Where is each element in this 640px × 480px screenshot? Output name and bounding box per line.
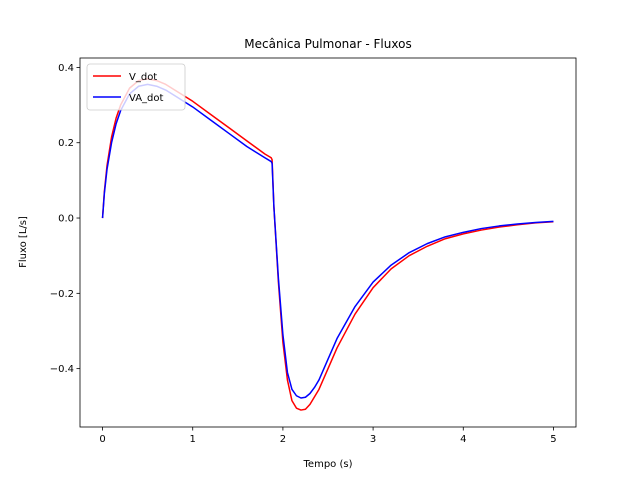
y-axis-label: Fluxo [L/s] (18, 216, 29, 268)
axes-frame (79, 57, 577, 428)
x-tick-label: 3 (370, 434, 376, 445)
chart-title: Mecânica Pulmonar - Fluxos (244, 37, 411, 51)
legend-label: V_dot (129, 72, 157, 83)
y-tick-label: 0.0 (58, 214, 74, 225)
x-axis-label: Tempo (s) (303, 459, 353, 470)
x-tick-label: 0 (99, 434, 105, 445)
x-tick-label: 1 (190, 434, 196, 445)
y-tick-label: 0.2 (58, 138, 74, 149)
y-tick-label: −0.2 (50, 289, 74, 300)
y-tick-label: 0.4 (58, 63, 74, 74)
x-tick-label: 2 (280, 434, 286, 445)
x-tick-label: 4 (460, 434, 466, 445)
y-tick-label: −0.4 (50, 364, 74, 375)
legend-label: VA_dot (129, 93, 164, 104)
legend: V_dot VA_dot (86, 63, 186, 111)
axes: 0 1 2 3 4 5 −0.4 −0.2 0.0 0.2 0.4 (50, 57, 577, 445)
x-tick-label: 5 (550, 434, 556, 445)
